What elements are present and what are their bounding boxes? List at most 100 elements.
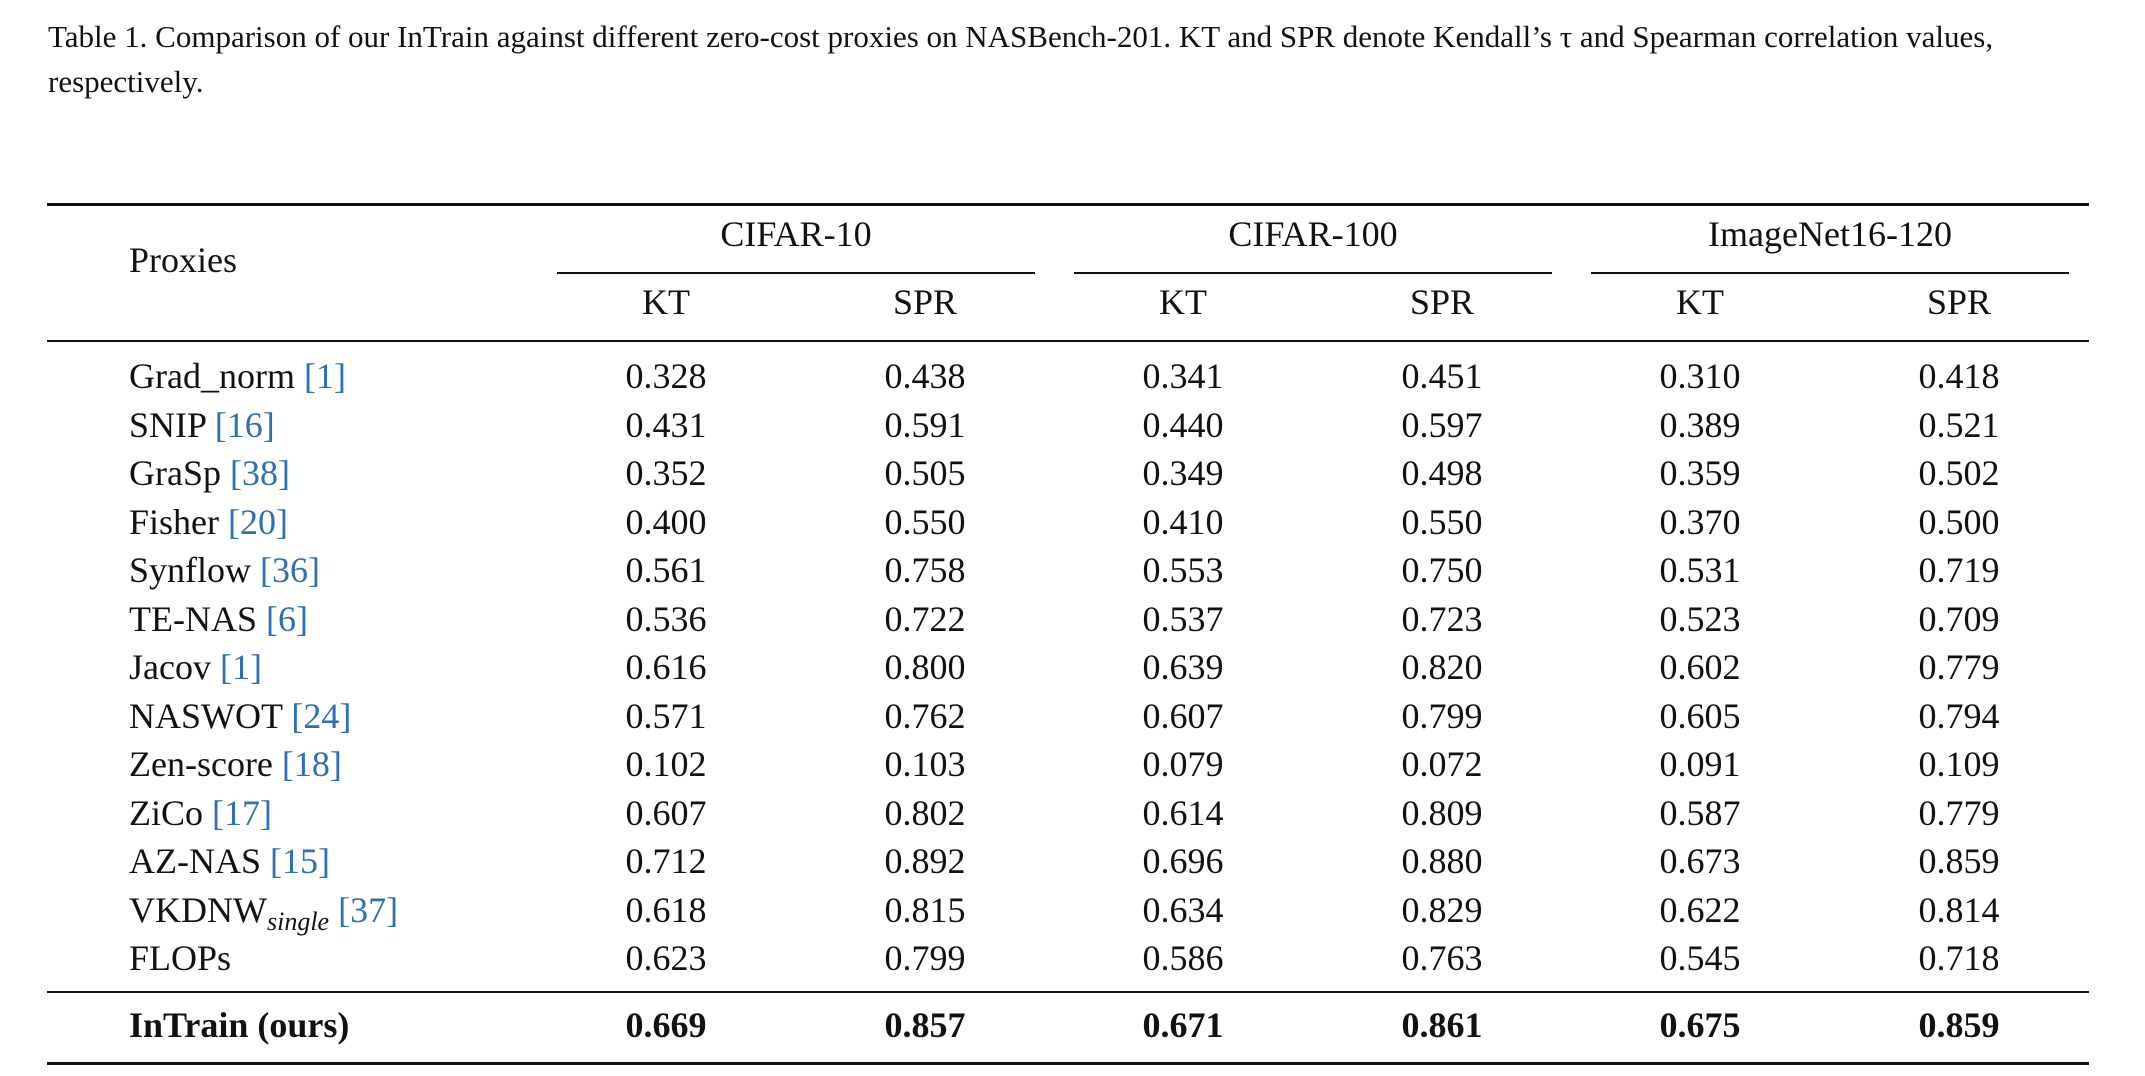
proxy-label: SNIP	[129, 404, 206, 445]
value-cell: 0.602	[1659, 647, 1741, 687]
group-rule-cifar100	[1074, 272, 1552, 274]
citation-link[interactable]: [18]	[281, 744, 342, 784]
value-cell: 0.639	[1142, 647, 1224, 687]
value-cell: 0.537	[1142, 598, 1224, 639]
value-cell: 0.072	[1401, 744, 1483, 784]
value-cell: 0.861	[1401, 1005, 1483, 1045]
header-rule	[47, 340, 2089, 342]
value-cell: 0.696	[1142, 841, 1224, 881]
ours-rule	[47, 991, 2089, 993]
citation-link[interactable]: [1]	[219, 647, 262, 687]
table-caption: Table 1. Comparison of our InTrain again…	[48, 19, 1994, 99]
group-rule-imagenet	[1591, 272, 2069, 274]
citation-link[interactable]: [20]	[228, 501, 288, 542]
value-cell: 0.794	[1918, 695, 2000, 736]
value-cell: 0.815	[884, 889, 966, 930]
value-cell: 0.605	[1659, 695, 1741, 736]
citation-link[interactable]: [15]	[270, 841, 330, 881]
citation-link[interactable]: [17]	[212, 792, 272, 833]
bottom-rule	[47, 1062, 2089, 1065]
value-cell: 0.561	[625, 550, 707, 590]
proxies-header: Proxies	[129, 240, 237, 280]
proxy-name: NASWOT [24]	[129, 692, 351, 740]
value-cell: 0.814	[1918, 889, 2000, 930]
value-cell: 0.712	[625, 841, 707, 881]
group-rule-cifar10	[557, 272, 1035, 274]
value-cell: 0.622	[1659, 889, 1741, 930]
sub-header-kt: KT	[642, 282, 690, 322]
proxy-name: Synflow [36]	[129, 546, 320, 594]
value-cell: 0.799	[1401, 695, 1483, 736]
value-cell: 0.597	[1401, 404, 1483, 445]
table-row: NASWOT [24] 0.571 0.762 0.607 0.799 0.605 0.79…	[0, 692, 2145, 740]
table-row: Grad_norm [1] 0.328 0.438 0.341 0.451 0.310 0.…	[0, 352, 2145, 400]
value-cell: 0.370	[1659, 501, 1741, 542]
citation-link[interactable]: [37]	[338, 889, 399, 930]
proxy-subscript: single	[266, 906, 330, 936]
value-cell: 0.359	[1659, 453, 1741, 493]
proxy-label: AZ-NAS	[129, 841, 261, 881]
proxy-label: VKDNW	[129, 889, 267, 930]
value-cell: 0.400	[625, 501, 707, 542]
value-cell: 0.431	[625, 404, 707, 445]
value-cell: 0.109	[1918, 744, 2000, 784]
sub-header-kt: KT	[1159, 282, 1207, 322]
citation-link[interactable]: [1]	[303, 356, 346, 396]
value-cell: 0.709	[1918, 598, 2000, 639]
value-cell: 0.634	[1142, 889, 1224, 930]
group-header-cifar100: CIFAR-100	[1228, 214, 1398, 254]
table-row: Fisher [20] 0.400 0.550 0.410 0.550 0.370 0.50…	[0, 498, 2145, 546]
value-cell: 0.800	[884, 647, 966, 687]
value-cell: 0.763	[1401, 938, 1483, 978]
value-cell: 0.809	[1401, 792, 1483, 833]
value-cell: 0.892	[884, 841, 966, 881]
citation-link[interactable]: [16]	[214, 404, 275, 445]
citation-link[interactable]: [6]	[266, 598, 308, 639]
proxy-label: Jacov	[129, 647, 211, 687]
table-row: Zen-score [18] 0.102 0.103 0.079 0.072 0.091 0…	[0, 740, 2145, 788]
value-cell: 0.607	[1142, 695, 1224, 736]
value-cell: 0.418	[1918, 356, 2000, 396]
value-cell: 0.502	[1918, 453, 2000, 493]
value-cell: 0.438	[884, 356, 966, 396]
proxy-name: ZiCo [17]	[129, 789, 272, 837]
citation-link[interactable]: [38]	[230, 453, 290, 493]
table-row: Jacov [1] 0.616 0.800 0.639 0.820 0.602 0.779	[0, 643, 2145, 691]
value-cell: 0.607	[625, 792, 707, 833]
value-cell: 0.718	[1918, 938, 2000, 978]
value-cell: 0.523	[1659, 598, 1741, 639]
value-cell: 0.758	[884, 550, 966, 590]
value-cell: 0.505	[884, 453, 966, 493]
value-cell: 0.719	[1918, 550, 2000, 590]
value-cell: 0.859	[1918, 1005, 2000, 1045]
value-cell: 0.545	[1659, 938, 1741, 978]
citation-link[interactable]: [36]	[260, 550, 320, 590]
value-cell: 0.591	[884, 404, 966, 445]
proxy-name: SNIP [16]	[129, 401, 275, 449]
citation-link[interactable]: [24]	[291, 695, 352, 736]
table-row: AZ-NAS [15] 0.712 0.892 0.696 0.880 0.673 0.85…	[0, 837, 2145, 885]
value-cell: 0.079	[1142, 744, 1224, 784]
value-cell: 0.857	[884, 1005, 966, 1045]
group-header-cifar10: CIFAR-10	[720, 214, 872, 254]
value-cell: 0.614	[1142, 792, 1224, 833]
value-cell: 0.389	[1659, 404, 1741, 445]
proxy-name: VKDNWsingle [37]	[129, 886, 398, 938]
table-row: ZiCo [17] 0.607 0.802 0.614 0.809 0.587 0.779	[0, 789, 2145, 837]
value-cell: 0.799	[884, 938, 966, 978]
value-cell: 0.571	[625, 695, 707, 736]
value-cell: 0.586	[1142, 938, 1224, 978]
value-cell: 0.352	[625, 453, 707, 493]
value-cell: 0.410	[1142, 501, 1224, 542]
value-cell: 0.669	[625, 1005, 707, 1045]
value-cell: 0.328	[625, 356, 707, 396]
sub-header-spr: SPR	[892, 282, 958, 322]
proxy-label: FLOPs	[129, 938, 232, 978]
value-cell: 0.623	[625, 938, 707, 978]
value-cell: 0.722	[884, 598, 966, 639]
proxy-label: Zen-score	[129, 744, 273, 784]
value-cell: 0.500	[1918, 501, 2000, 542]
group-header-imagenet: ImageNet16-120	[1708, 214, 1952, 254]
value-cell: 0.802	[884, 792, 966, 833]
proxy-name: AZ-NAS [15]	[129, 837, 330, 885]
